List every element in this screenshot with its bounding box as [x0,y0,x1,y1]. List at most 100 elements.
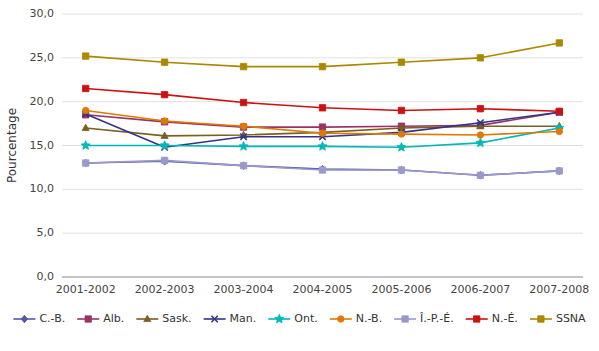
series-marker [398,167,404,173]
series-marker [240,63,246,69]
series-marker [161,119,167,125]
series-marker [319,130,325,136]
grid-line [62,189,583,190]
series-marker [319,63,325,69]
y-tick-label: 5,0 [37,226,55,239]
legend-item: N.-É. [466,312,518,325]
legend-item: Alb. [77,312,124,325]
chart: 0,0 5,0 10,0 15,0 20,0 25,0 30,0 Pourcentage 200… [0,0,599,351]
series-marker [82,85,88,91]
series [82,85,562,114]
legend-marker [538,316,544,322]
x-axis: 2001-20022002-20032003-20042004-20052005… [56,283,590,296]
series-marker [240,162,246,168]
series-marker [319,105,325,111]
series-marker [240,99,246,105]
grid-line [62,101,583,102]
series-marker [318,142,327,151]
legend-label: Alb. [103,312,124,325]
series-marker [161,118,167,124]
series-marker [82,53,88,59]
legend-marker [402,316,408,322]
series [82,109,562,150]
series-marker [477,120,483,126]
grid-line [62,233,583,234]
series-line [86,161,560,175]
series-marker [240,162,246,170]
series-marker [397,142,406,151]
legend: C.-B. Alb. Sask. Man. Ont. N.-B. Î.-P.-É. N.-É.… [13,312,586,325]
series-marker [398,59,404,65]
series-line [86,89,560,112]
x-tick-label: 2002-2003 [135,283,195,296]
legend-marker [474,316,480,322]
series-marker [240,134,246,140]
legend-marker [85,316,91,322]
y-tick-label: 15,0 [30,139,55,152]
series [82,107,562,138]
series [82,157,562,179]
series-marker [161,132,168,138]
series-marker [161,59,167,65]
series-marker [556,108,562,114]
legend-marker [338,316,344,322]
legend-marker [211,316,217,322]
legend-label: Î.-P.-É. [419,312,454,325]
legend-label: N.-B. [356,312,382,325]
legend-marker [144,315,151,321]
legend-item: Man. [204,312,257,325]
series-marker [161,157,167,165]
grid-line [62,57,583,58]
y-tick-label: 25,0 [30,51,55,64]
legend-item: SSNA [530,312,586,325]
legend-label: Sask. [162,312,191,325]
series-marker [319,165,325,173]
series-marker [556,128,562,134]
series-marker [556,109,562,115]
legend-item: C.-B. [13,312,65,325]
series [82,157,562,178]
series-marker [476,138,485,147]
grid-line [62,14,583,15]
series-marker [556,109,562,115]
series-marker [556,40,562,46]
series-marker [160,141,169,150]
legend-item: Sask. [136,312,191,325]
series-marker [477,132,483,138]
grid-line [62,277,583,278]
series-marker [477,105,483,111]
series [82,40,562,70]
x-axis-line [62,277,583,278]
y-axis: 0,0 5,0 10,0 15,0 20,0 25,0 30,0 [30,7,584,283]
x-tick-label: 2004-2005 [293,283,353,296]
plot-data [81,40,564,179]
y-tick-label: 10,0 [30,182,55,195]
legend-label: N.-É. [492,312,518,325]
series [81,123,564,151]
y-tick-label: 20,0 [30,95,55,108]
y-tick-label: 30,0 [30,7,55,20]
y-tick-label: 0,0 [37,270,55,283]
series-marker [161,157,167,163]
series-marker [556,168,562,174]
series-marker [240,124,246,130]
legend-item: N.-B. [330,312,382,325]
legend-item: Ont. [268,312,317,325]
series-marker [398,107,404,113]
x-tick-label: 2001-2002 [56,283,116,296]
series-marker [319,167,325,173]
series-marker [239,142,248,151]
series-marker [82,107,88,113]
x-tick-label: 2005-2006 [371,283,431,296]
series-marker [398,131,404,137]
series [82,122,563,138]
series-marker [477,172,483,178]
y-axis-label: Pourcentage [5,108,19,183]
legend-marker [21,315,27,323]
series-marker [82,124,89,130]
page: {"chart_data": { "type": "line", "y_labe… [0,0,599,351]
series-marker [82,160,88,166]
series-marker [556,167,562,175]
legend-marker [275,314,284,323]
x-tick-label: 2006-2007 [450,283,510,296]
